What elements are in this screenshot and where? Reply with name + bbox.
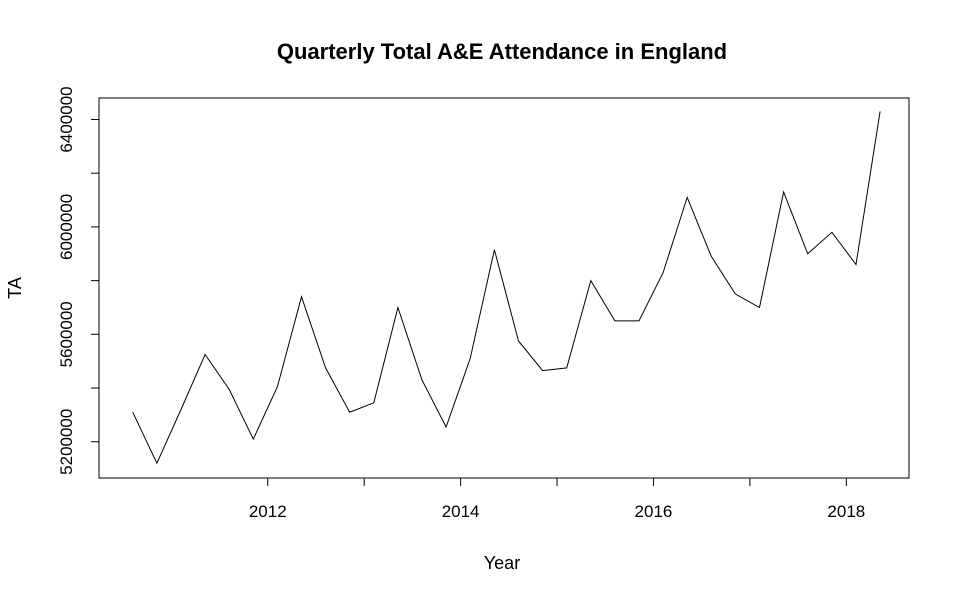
x-axis: 2012 2014 2016 2018 xyxy=(249,478,865,521)
x-tick-label: 2016 xyxy=(635,502,673,521)
x-axis-label: Year xyxy=(484,553,520,573)
x-tick-label: 2018 xyxy=(827,502,865,521)
plot-frame xyxy=(98,97,910,479)
x-tick-label: 2012 xyxy=(249,502,287,521)
y-tick-label: 6000000 xyxy=(57,194,76,260)
series-layer xyxy=(132,111,881,465)
y-tick-label: 5200000 xyxy=(57,409,76,475)
y-axis-label: TA xyxy=(5,277,25,299)
chart-title: Quarterly Total A&E Attendance in Englan… xyxy=(277,39,727,64)
y-tick-label: 6400000 xyxy=(57,86,76,152)
x-tick-label: 2014 xyxy=(442,502,480,521)
y-tick-label: 5600000 xyxy=(57,301,76,367)
series-line xyxy=(132,111,881,465)
y-axis: 5200000 5600000 6000000 6400000 xyxy=(57,86,99,475)
